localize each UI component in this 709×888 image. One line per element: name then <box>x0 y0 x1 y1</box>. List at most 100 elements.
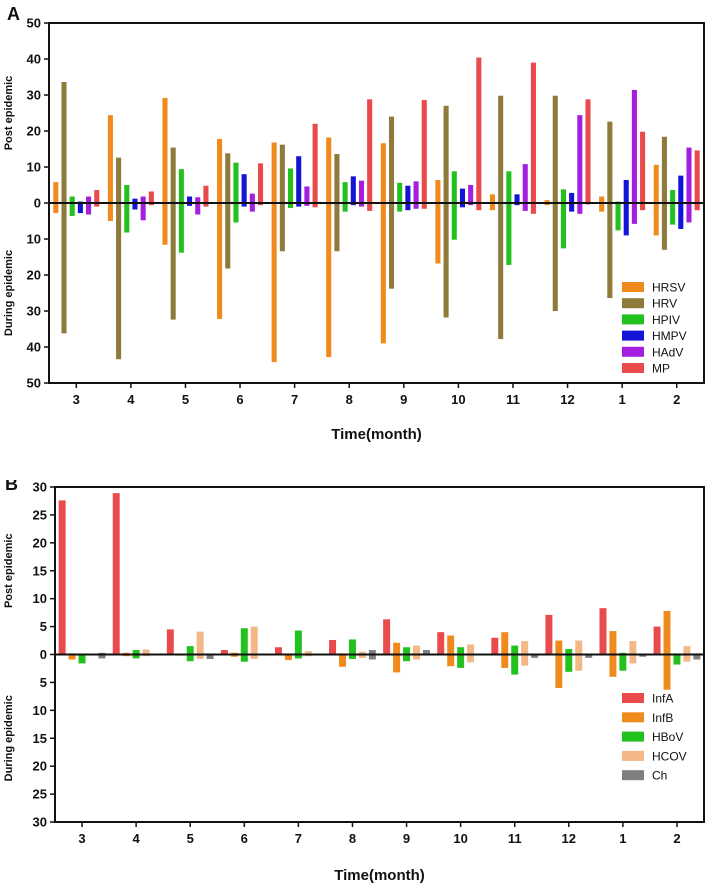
bar-HBoV-during <box>673 654 681 665</box>
legend-swatch-InfB <box>622 712 644 723</box>
bar-HCOV-during <box>575 654 583 671</box>
bar-HBoV-post <box>457 647 465 655</box>
bar-HPIV-post <box>287 168 294 203</box>
y-tick-label: 5 <box>40 675 47 690</box>
bar-HPIV-during <box>451 203 457 240</box>
x-tick-label: 2 <box>673 392 680 407</box>
bar-Ch-post <box>368 650 376 655</box>
bar-HRV-post <box>334 154 340 203</box>
bar-HRV-during <box>225 203 231 269</box>
y-tick-label: 25 <box>33 787 47 802</box>
x-tick-label: 12 <box>562 831 576 846</box>
bar-HCOV-post <box>629 641 637 655</box>
bar-InfB-during <box>663 654 671 690</box>
bar-MP-post <box>257 163 264 203</box>
y-tick-label: 30 <box>27 304 41 319</box>
legend-swatch-HBoV <box>622 731 644 742</box>
bar-HPIV-post <box>670 190 676 203</box>
legend-swatch-HCOV <box>622 750 644 761</box>
bar-HAdV-post <box>195 197 201 203</box>
bar-MP-post <box>148 191 154 203</box>
y-tick-label: 40 <box>27 340 41 355</box>
bar-HPIV-during <box>615 203 621 231</box>
bar-HMPV-during <box>132 203 138 210</box>
bar-HRV-post <box>388 116 395 203</box>
bar-InfA-post <box>274 647 282 655</box>
bar-InfA-post <box>220 650 228 655</box>
bar-HRV-during <box>552 203 558 311</box>
y-tick-label: 20 <box>33 535 47 550</box>
legend-label-HAdV: HAdV <box>652 345 683 359</box>
bar-HAdV-during <box>140 203 146 221</box>
bar-HBoV-post <box>294 630 302 655</box>
bar-InfB-during <box>284 654 292 661</box>
panel-letter: A <box>7 4 20 24</box>
bar-HAdV-during <box>577 203 583 214</box>
bar-HRSV-post <box>380 143 386 203</box>
bar-HAdV-during <box>413 203 419 209</box>
bar-InfA-post <box>545 614 553 655</box>
legend-label-HRSV: HRSV <box>652 281 685 295</box>
bar-MP-during <box>694 203 700 211</box>
bar-HAdV-during <box>304 203 310 206</box>
bar-HPIV-post <box>178 169 184 203</box>
y-axis-title-post: Post epidemic <box>3 76 15 151</box>
bar-HBoV-during <box>403 654 411 662</box>
bar-HBoV-during <box>186 654 194 662</box>
bar-InfB-during <box>555 654 563 688</box>
bar-HAdV-post <box>413 181 419 203</box>
bar-HCOV-post <box>683 646 691 655</box>
bar-Ch-during <box>368 654 376 660</box>
bar-HPIV-during <box>124 203 130 233</box>
bar-HPIV-post <box>560 189 566 203</box>
legend-swatch-Ch <box>622 770 644 781</box>
bar-HRSV-during <box>217 203 223 319</box>
bar-MP-post <box>203 185 209 203</box>
bar-HRV-post <box>116 157 122 203</box>
bar-HAdV-post <box>631 89 637 203</box>
y-tick-label: 20 <box>27 124 41 139</box>
bar-HAdV-during <box>631 203 637 224</box>
bar-HMPV-post <box>241 174 247 203</box>
bar-HAdV-during <box>686 203 692 223</box>
bar-MP-post <box>530 62 536 203</box>
bar-HCOV-post <box>196 631 204 655</box>
legend-label-InfA: InfA <box>652 692 673 706</box>
y-tick-label: 10 <box>33 703 47 718</box>
x-axis-title: Time(month) <box>334 867 425 884</box>
bar-InfA-post <box>491 637 499 655</box>
x-tick-label: 11 <box>508 831 522 846</box>
bar-HPIV-during <box>287 203 294 209</box>
bar-HBoV-post <box>240 628 248 655</box>
bar-HCOV-during <box>683 654 691 662</box>
bar-HRSV-post <box>544 200 550 203</box>
bar-MP-post <box>421 100 427 203</box>
bar-HRSV-during <box>107 203 113 221</box>
y-tick-label: 30 <box>33 815 47 830</box>
bar-HCOV-post <box>304 651 312 655</box>
bar-HAdV-post <box>686 147 692 203</box>
bar-HPIV-during <box>397 203 403 212</box>
bar-HRV-during <box>443 203 449 318</box>
bar-MP-during <box>148 203 154 206</box>
bar-HCOV-post <box>521 641 529 655</box>
bar-Ch-during <box>206 654 214 659</box>
x-tick-label: 5 <box>187 831 194 846</box>
bar-InfB-during <box>68 654 76 660</box>
bar-HRSV-post <box>162 97 168 203</box>
legend-label-HRV: HRV <box>652 297 677 311</box>
bar-Ch-post <box>422 650 430 655</box>
bar-HCOV-during <box>521 654 529 666</box>
bar-InfA-post <box>112 493 120 655</box>
bar-HPIV-post <box>506 171 512 203</box>
bar-HRV-during <box>334 203 340 252</box>
bar-HMPV-post <box>405 185 411 203</box>
x-tick-label: 1 <box>619 392 626 407</box>
bar-HBoV-during <box>457 654 465 668</box>
bar-HPIV-during <box>69 203 75 216</box>
bar-HBoV-post <box>565 648 573 655</box>
bar-HRSV-during <box>271 203 277 363</box>
x-tick-label: 9 <box>403 831 410 846</box>
bar-MP-during <box>203 203 209 207</box>
